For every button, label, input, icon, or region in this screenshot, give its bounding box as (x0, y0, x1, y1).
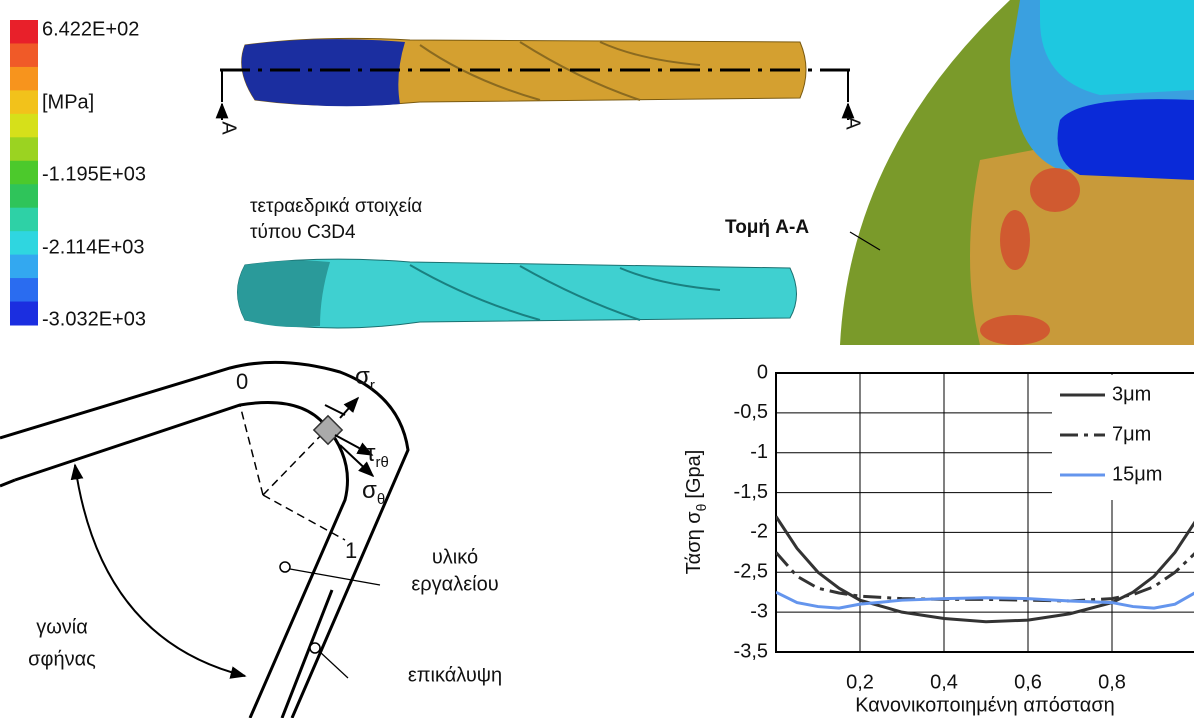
y-tick-label: -0,5 (734, 401, 768, 423)
colorbar-swatch (10, 43, 38, 67)
symbol: σ (362, 477, 377, 504)
y-tick-label: -2 (750, 521, 768, 543)
wedge-label: σφήνας (28, 648, 96, 670)
y-tick-label: 0 (757, 361, 768, 383)
section-view (840, 0, 1194, 345)
colorbar-swatch (10, 137, 38, 161)
y-tick-label: -2,5 (734, 561, 768, 583)
drill-stress (220, 38, 850, 120)
y-label-text: Τάση σ (683, 511, 705, 575)
stress-symbol: σθ (362, 477, 385, 508)
mesh-label: τύπου C3D4 (250, 222, 356, 243)
colorbar-swatch (10, 255, 38, 279)
colorbar-swatch (10, 114, 38, 138)
subscript: rθ (375, 454, 388, 471)
colorbar-label: 6.422E+02 (42, 18, 139, 40)
x-axis-label: Κανονικοποιημένη απόσταση (855, 694, 1115, 716)
x-tick-label: 0,4 (930, 671, 958, 693)
stress-symbol: τrθ (366, 440, 389, 471)
material-label: υλικό (432, 546, 478, 568)
y-label-sub: θ (693, 503, 709, 511)
colorbar-swatch (10, 208, 38, 232)
colorbar-swatch (10, 67, 38, 91)
colorbar-swatch (10, 184, 38, 208)
y-tick-label: -1 (750, 441, 768, 463)
colorbar-label: -1.195E+03 (42, 163, 146, 185)
x-tick-label: 0,6 (1014, 671, 1042, 693)
section-label: Τομή A-A (725, 217, 809, 238)
mesh-label: τετραεδρικά στοιχεία (250, 196, 422, 217)
figure: 6.422E+02 [MPa] -1.195E+03 -2.114E+03 -3.032… (0, 0, 1194, 718)
drill-mesh (238, 259, 797, 328)
stress-symbol: σr (355, 363, 375, 394)
legend-label: 3μm (1112, 383, 1151, 405)
y-tick-label: -1,5 (734, 481, 768, 503)
point-label: 0 (236, 369, 248, 394)
section-mark: A (218, 121, 240, 135)
section-mark: A (842, 116, 864, 130)
colorbar-swatch (10, 90, 38, 114)
legend-label: 7μm (1112, 423, 1151, 445)
colorbar-swatch (10, 302, 38, 326)
subscript: r (370, 377, 375, 394)
material-label: εργαλείου (411, 573, 498, 595)
subscript: θ (377, 491, 385, 508)
colorbar-swatch (10, 278, 38, 302)
y-axis-label: Τάση σθ [Gpa] (683, 450, 708, 575)
x-tick-label: 0,8 (1098, 671, 1126, 693)
colorbar-label: -3.032E+03 (42, 308, 146, 330)
colorbar-swatch (10, 20, 38, 44)
y-tick-label: -3,5 (734, 640, 768, 662)
point-label: 1 (345, 538, 357, 563)
colorbar-swatch (10, 161, 38, 185)
x-tick-label: 0,2 (846, 671, 874, 693)
colorbar-swatch (10, 231, 38, 255)
coating-label: επικάλυψη (408, 664, 502, 686)
symbol: σ (355, 363, 370, 390)
y-tick-label: -3 (750, 600, 768, 622)
legend-label: 15μm (1112, 463, 1162, 485)
y-label-unit: [Gpa] (683, 450, 705, 499)
wedge-label: γωνία (36, 616, 88, 638)
colorbar-label: -2.114E+03 (42, 236, 145, 258)
colorbar-label: [MPa] (42, 91, 94, 113)
